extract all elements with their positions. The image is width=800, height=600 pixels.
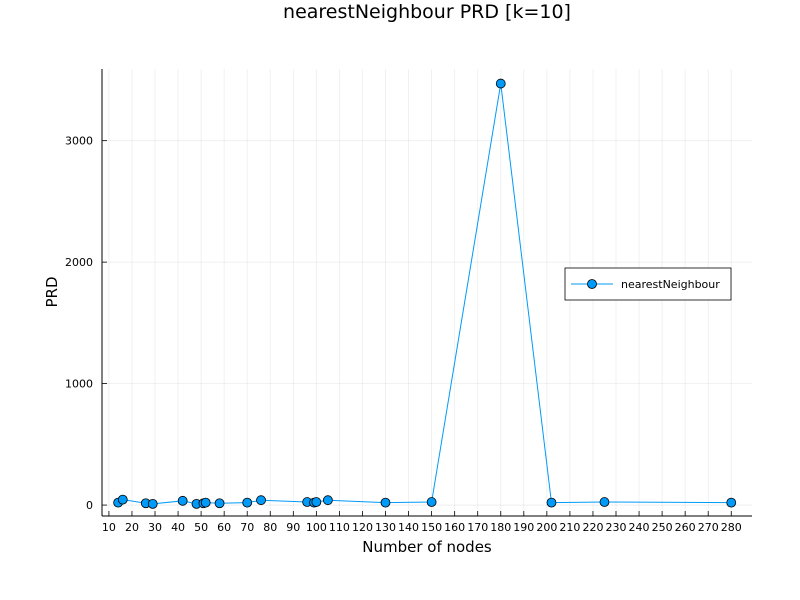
axes (101, 69, 752, 517)
x-tick-label: 220 (582, 521, 603, 534)
data-point (322, 495, 333, 506)
data-point (147, 498, 158, 509)
y-tick-label: 1000 (65, 378, 93, 391)
series-nearestNeighbour (113, 78, 737, 509)
data-point (117, 494, 128, 505)
x-tick-label: 130 (375, 521, 396, 534)
x-tick-label: 180 (490, 521, 511, 534)
x-tick-label: 250 (652, 521, 673, 534)
data-point (726, 497, 737, 508)
data-point (546, 497, 557, 508)
x-tick-label: 40 (171, 521, 185, 534)
x-ticks: 10 20 30 40 50 60 70 80 90 100 110 120 130 140 150 160 1… (102, 511, 742, 534)
legend-marker (587, 279, 597, 289)
data-point (177, 495, 188, 506)
data-point (495, 78, 506, 89)
x-tick-label: 100 (306, 521, 327, 534)
x-tick-label: 70 (240, 521, 254, 534)
chart-title: nearestNeighbour PRD [k=10] (283, 1, 571, 23)
x-tick-label: 110 (329, 521, 350, 534)
legend-label: nearestNeighbour (621, 278, 720, 291)
x-tick-label: 280 (721, 521, 742, 534)
data-point (242, 497, 253, 508)
data-point (380, 497, 391, 508)
x-tick-label: 60 (217, 521, 231, 534)
x-tick-label: 210 (559, 521, 580, 534)
y-tick-label: 3000 (65, 135, 93, 148)
x-tick-label: 20 (125, 521, 139, 534)
data-point (256, 495, 266, 506)
y-tick-label: 0 (86, 499, 93, 512)
data-point (426, 497, 437, 507)
x-tick-label: 90 (286, 521, 300, 534)
x-tick-label: 80 (263, 521, 277, 534)
x-tick-label: 10 (102, 521, 116, 534)
x-tick-label: 260 (675, 521, 696, 534)
x-tick-label: 30 (148, 521, 162, 534)
data-point (200, 497, 211, 508)
x-axis-label: Number of nodes (362, 538, 492, 556)
x-tick-label: 140 (398, 521, 419, 534)
x-tick-label: 50 (194, 521, 208, 534)
x-tick-label: 190 (513, 521, 534, 534)
y-axis-label: PRD (43, 276, 61, 307)
x-tick-label: 160 (444, 521, 465, 534)
x-tick-label: 150 (421, 521, 442, 534)
x-tick-label: 270 (698, 521, 719, 534)
y-ticks: 0 1000 2000 3000 (65, 135, 107, 512)
data-point (214, 498, 225, 509)
x-tick-label: 170 (467, 521, 488, 534)
data-point (311, 497, 322, 507)
x-tick-label: 230 (606, 521, 627, 534)
legend: nearestNeighbour (564, 267, 732, 301)
x-tick-label: 240 (629, 521, 650, 534)
x-tick-label: 120 (352, 521, 373, 534)
y-tick-label: 2000 (65, 256, 93, 269)
data-point (599, 497, 610, 507)
x-tick-label: 200 (536, 521, 557, 534)
